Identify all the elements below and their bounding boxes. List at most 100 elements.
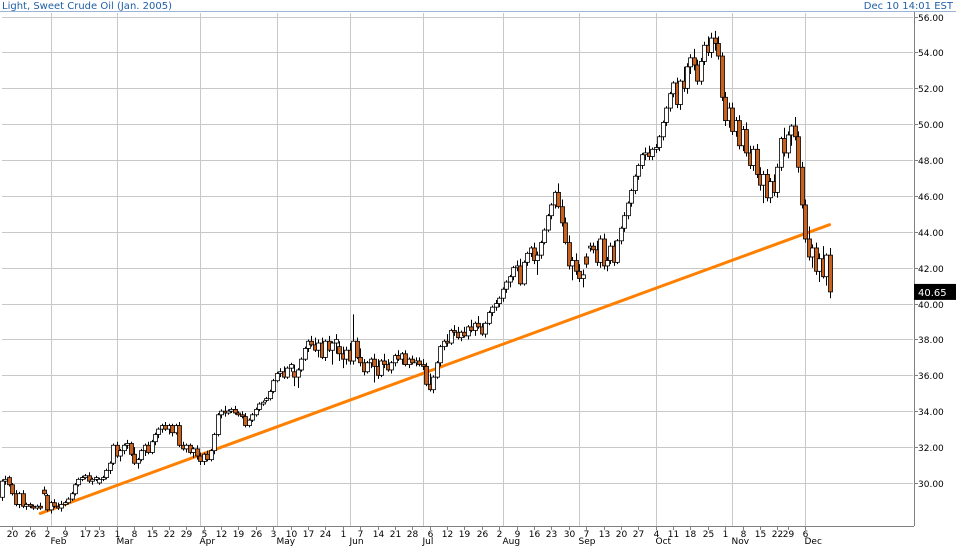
candle-body xyxy=(323,340,328,358)
candle xyxy=(271,378,276,394)
candle-body xyxy=(59,504,64,509)
y-tick-label: 48.00 xyxy=(918,157,944,167)
x-tick-label: 26 xyxy=(251,530,263,540)
candle xyxy=(153,432,158,446)
candle-body xyxy=(699,61,704,82)
candle xyxy=(334,334,339,354)
candle-body xyxy=(761,174,766,186)
candle-body xyxy=(7,477,12,486)
candle-body xyxy=(31,505,36,509)
candle xyxy=(803,199,808,243)
candle xyxy=(94,475,99,482)
candle-body xyxy=(424,365,429,385)
candle-body xyxy=(720,55,725,98)
candle xyxy=(796,131,801,173)
candle-body xyxy=(442,340,447,348)
candle xyxy=(619,226,624,245)
candle xyxy=(535,251,540,275)
candle-body xyxy=(685,66,690,89)
candle-body xyxy=(17,493,22,505)
x-tick-label: 12 xyxy=(442,530,453,540)
candle-body xyxy=(782,138,787,154)
candle-body xyxy=(233,409,238,414)
candle-body xyxy=(504,281,509,290)
candle-body xyxy=(129,443,134,455)
x-month-label: Feb xyxy=(51,537,67,547)
candle xyxy=(216,412,221,437)
candle-body xyxy=(292,371,297,378)
candle-body xyxy=(212,434,217,452)
timestamp-label: Dec 10 14:01 EST xyxy=(864,1,954,12)
candle-body xyxy=(299,358,304,371)
candle xyxy=(63,500,68,507)
x-month-label: Apr xyxy=(200,537,216,547)
candle-body xyxy=(692,57,697,66)
candle-body xyxy=(285,367,290,378)
candle xyxy=(713,30,718,51)
candle-body xyxy=(605,260,610,267)
candle xyxy=(70,491,75,501)
candle-body xyxy=(602,238,607,267)
candle xyxy=(720,52,725,101)
candle-body xyxy=(445,340,450,344)
candle xyxy=(629,188,634,207)
candle xyxy=(275,371,280,383)
candle-body xyxy=(539,242,544,256)
candle xyxy=(136,457,141,469)
x-month-label: Mar xyxy=(117,537,134,547)
candle xyxy=(129,441,134,457)
candle xyxy=(442,339,447,351)
candle xyxy=(122,443,127,455)
candle-body xyxy=(577,270,582,279)
candle xyxy=(563,217,568,245)
candle xyxy=(45,493,50,512)
candle-body xyxy=(278,371,283,374)
candle-body xyxy=(42,489,47,495)
x-tick-label: 26 xyxy=(25,530,37,540)
candle-body xyxy=(466,326,471,337)
x-tick-label: 10 xyxy=(286,530,298,540)
candle-body xyxy=(563,222,568,243)
chart-title: Light, Sweet Crude Oil (Jan. 2005) xyxy=(2,1,172,12)
candle xyxy=(108,461,113,474)
x-tick-label: 5 xyxy=(202,530,208,540)
candle xyxy=(449,328,454,345)
candle-body xyxy=(66,498,71,504)
y-tick-label: 32.00 xyxy=(918,444,944,454)
candle-body xyxy=(525,252,530,263)
candle-body xyxy=(688,57,693,68)
candle-body xyxy=(438,346,443,364)
candle-body xyxy=(139,450,144,461)
candle-body xyxy=(80,477,85,480)
candle xyxy=(250,412,255,422)
candle xyxy=(497,296,502,308)
candle-body xyxy=(229,409,234,412)
x-tick-label: 19 xyxy=(233,530,245,540)
candle xyxy=(132,447,137,466)
y-tick-label: 30.00 xyxy=(918,480,944,490)
candle xyxy=(786,131,791,159)
candle-body xyxy=(296,369,301,378)
candle xyxy=(365,360,370,374)
candle-body xyxy=(45,495,50,511)
candle xyxy=(111,443,116,466)
candle xyxy=(668,91,673,112)
x-tick-label: 23 xyxy=(546,530,557,540)
x-tick-label: 9 xyxy=(515,530,521,540)
candle xyxy=(21,490,26,509)
candle-body xyxy=(483,322,488,335)
x-tick-label: 25 xyxy=(703,530,714,540)
x-tick-label: 14 xyxy=(373,530,385,540)
x-tick-label: 22 xyxy=(772,530,783,540)
candle-body xyxy=(396,355,401,360)
candle xyxy=(52,499,57,509)
candle xyxy=(424,362,429,387)
candle-body xyxy=(501,288,506,299)
candle-body xyxy=(250,414,255,421)
candle xyxy=(466,325,471,340)
candle xyxy=(560,199,565,227)
candle-body xyxy=(403,353,408,365)
candle-body xyxy=(789,125,794,136)
